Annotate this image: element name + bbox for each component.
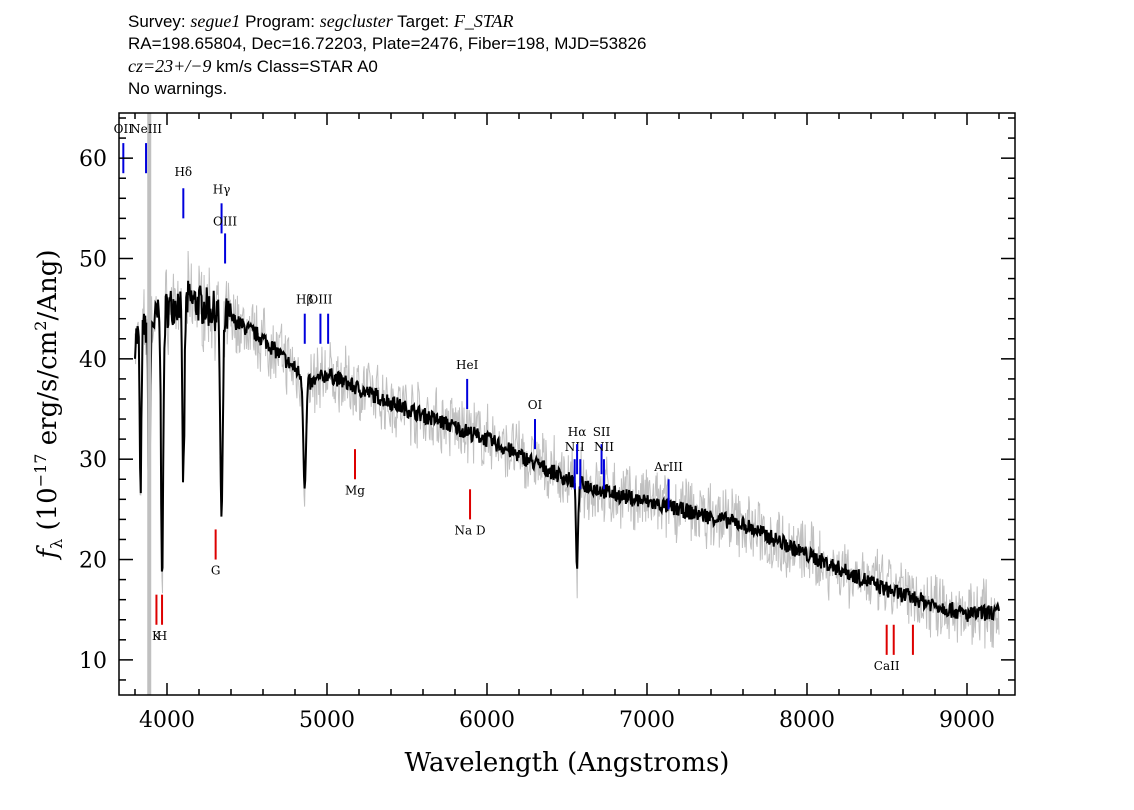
line-label-6: OIII (308, 293, 332, 307)
x-tick-label: 7000 (619, 708, 675, 733)
line-label-10: NII (565, 440, 585, 454)
survey-label: Survey: (128, 12, 186, 31)
plot-header: Survey: segue1 Program: segcluster Targe… (128, 10, 646, 100)
line-label-9: OI (528, 398, 543, 412)
line-label-1: NeIII (130, 122, 162, 136)
line-label-3: Hγ (213, 182, 231, 196)
line-label-18: Na D (454, 523, 485, 537)
flux-series-line (134, 280, 1000, 622)
line-label-8: HeI (456, 358, 479, 372)
x-axis-label: Wavelength (Angstroms) (405, 748, 730, 778)
line-label-13: SII (593, 425, 611, 439)
line-label-20: H (157, 629, 167, 643)
header-line-2: RA=198.65804, Dec=16.72203, Plate=2476, … (128, 34, 647, 53)
target-value: F_STAR (453, 11, 514, 31)
line-label-19: K (152, 629, 162, 643)
line-label-4: OIII (213, 214, 237, 228)
header-line-3: cz=23+/−9 km/s Class=STAR A0 (128, 55, 646, 78)
y-tick-label: 40 (79, 348, 107, 373)
y-axis-label: fλ (10−17 erg/s/cm2/Ang) (31, 249, 66, 560)
class-info: km/s Class=STAR A0 (211, 57, 378, 76)
y-tick-label: 50 (79, 248, 107, 273)
plot-frame (118, 112, 1016, 696)
program-value: segcluster (319, 11, 393, 31)
header-line-1: Survey: segue1 Program: segcluster Targe… (128, 10, 646, 33)
y-axis: 10 20 30 40 50 60 (79, 117, 1015, 681)
line-label-21: CaII (874, 659, 900, 673)
line-label-14: NII (594, 440, 614, 454)
y-tick-label: 60 (79, 147, 107, 172)
survey-value: segue1 (190, 11, 241, 31)
line-label-15: ArIII (653, 460, 683, 474)
x-axis: 4000 5000 6000 7000 8000 9000 (134, 113, 1000, 733)
line-label-11: Hα (568, 425, 587, 439)
line-label-17: Mg (345, 483, 365, 497)
y-tick-label: 10 (79, 649, 107, 674)
x-tick-label: 9000 (939, 708, 995, 733)
y-tick-label: 30 (79, 448, 107, 473)
target-label: Target: (397, 12, 450, 31)
x-tick-label: 6000 (459, 708, 515, 733)
program-label: Program: (245, 12, 316, 31)
line-label-5: Hβ (296, 293, 313, 307)
cz-value: cz=23+/−9 (128, 56, 212, 76)
line-label-2: Hδ (174, 165, 192, 179)
header-line-4: No warnings. (128, 79, 228, 98)
x-tick-label: 8000 (779, 708, 835, 733)
line-label-16: G (211, 564, 221, 578)
x-tick-label: 5000 (299, 708, 355, 733)
y-tick-label: 20 (79, 549, 107, 574)
x-tick-label: 4000 (139, 708, 195, 733)
